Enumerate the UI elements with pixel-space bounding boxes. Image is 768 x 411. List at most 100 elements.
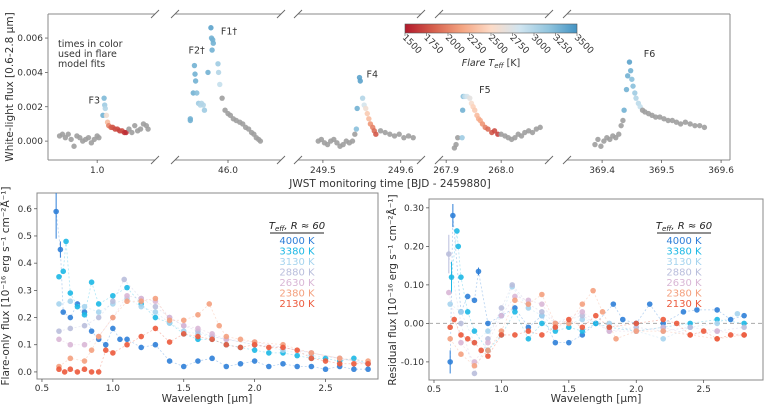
legend-title-t: T: [656, 221, 663, 232]
legend-entry: 3380 K: [279, 247, 315, 258]
data-point: [525, 335, 532, 342]
light-curve-point: [701, 124, 708, 131]
data-point: [447, 324, 453, 331]
colorbar-label: Flare Teff [K]: [462, 58, 521, 70]
data-point: [67, 366, 74, 373]
colorbar-tick-label: 3000: [529, 33, 552, 56]
data-point: [566, 320, 572, 327]
data-point: [646, 301, 653, 307]
data-point: [579, 301, 586, 307]
colorbar-tick-label: 1750: [421, 33, 444, 56]
series-3380k: [448, 228, 747, 354]
data-point: [485, 353, 491, 359]
top-x-tick-label: 46.0: [218, 166, 238, 176]
data-point: [195, 325, 201, 332]
y-tick-label: -0.10: [401, 358, 425, 368]
light-curve-point: [96, 134, 102, 141]
x-tick-label: 1.0: [106, 384, 121, 394]
axis-break-mark: [434, 155, 444, 165]
flare-fit-point: [627, 67, 634, 74]
data-point: [53, 208, 59, 215]
flare-fit-point: [621, 107, 627, 113]
data-point: [195, 358, 201, 364]
data-point: [294, 352, 300, 359]
data-point: [365, 366, 371, 373]
data-point: [67, 290, 74, 296]
data-point: [152, 309, 159, 315]
data-point: [455, 243, 462, 250]
top-y-axis-label: White-light flux [0.6-2.8 µm]: [4, 12, 16, 161]
light-curve-point: [377, 128, 384, 134]
axis-break-mark: [434, 9, 444, 19]
flare-label: F3: [88, 95, 100, 106]
flare-fit-point: [215, 69, 222, 76]
data-point: [124, 298, 130, 305]
flare-fit-point: [194, 90, 200, 96]
data-point: [110, 325, 116, 332]
data-point: [525, 297, 532, 304]
data-point: [512, 293, 518, 300]
data-point: [294, 347, 300, 353]
series-group: [53, 193, 371, 375]
light-curve-point: [65, 131, 71, 137]
data-point: [152, 303, 159, 310]
data-point: [687, 324, 693, 331]
data-point: [454, 228, 460, 234]
data-point: [209, 336, 215, 343]
y-tick-label: 0.30: [404, 204, 424, 214]
data-point: [509, 282, 515, 288]
flare-fit-point: [630, 83, 636, 89]
flare-label: F5: [479, 85, 491, 96]
data-point: [74, 369, 81, 375]
time-segment-4: 267.9 268.0 F5: [433, 9, 554, 176]
legend-entry: 2880 K: [666, 268, 702, 279]
data-point: [110, 292, 116, 299]
flare-label: F6: [644, 49, 656, 60]
data-point: [322, 358, 329, 364]
data-point: [539, 291, 545, 298]
data-point: [63, 238, 69, 245]
top-y-tick-label: 0.000: [17, 137, 43, 147]
light-curve-point: [68, 136, 74, 143]
flare-fit-point: [459, 107, 466, 113]
light-curve-point: [401, 134, 407, 141]
flare-fit-point: [187, 117, 194, 124]
data-point: [498, 332, 505, 338]
data-point: [741, 312, 747, 319]
flare-fit-point: [359, 95, 366, 101]
flare-fit-point: [101, 95, 107, 101]
x-tick-label: 2.5: [318, 384, 332, 394]
plot-frame: [428, 198, 764, 381]
bl-y-axis-label: Flare-only flux [10⁻¹⁶ erg s⁻¹ cm⁻²Å⁻¹]: [0, 187, 12, 386]
axis-break-mark: [293, 155, 303, 165]
legend-entry: 2880 K: [279, 268, 315, 279]
light-curve-point: [71, 143, 77, 149]
data-point: [152, 295, 159, 302]
series-4000k: [447, 204, 747, 374]
data-point: [251, 358, 258, 364]
data-point: [74, 303, 81, 310]
data-point: [223, 333, 230, 340]
flare-fit-point: [192, 78, 199, 84]
flare-fit-point: [485, 126, 491, 132]
x-tick-label: 0.5: [35, 384, 49, 394]
data-point: [727, 332, 734, 338]
flare-label: F2†: [189, 46, 206, 57]
data-point: [152, 325, 159, 332]
data-point: [471, 359, 478, 365]
data-point: [336, 360, 343, 367]
data-point: [56, 273, 62, 280]
data-point: [512, 332, 518, 338]
data-point: [687, 320, 693, 327]
legend-entry: 4000 K: [279, 236, 315, 247]
data-point: [95, 369, 102, 375]
flare-fit-point: [629, 76, 635, 82]
top-x-axis-label: JWST monitoring time [BJD - 2459880]: [288, 178, 490, 190]
light-curve-point: [410, 134, 416, 141]
data-point: [446, 289, 452, 296]
x-tick-label: 1.5: [562, 385, 576, 395]
legend-entry: 2630 K: [666, 278, 702, 289]
flare-label: F4: [367, 70, 379, 81]
data-point: [195, 333, 201, 340]
data-point: [365, 360, 371, 367]
